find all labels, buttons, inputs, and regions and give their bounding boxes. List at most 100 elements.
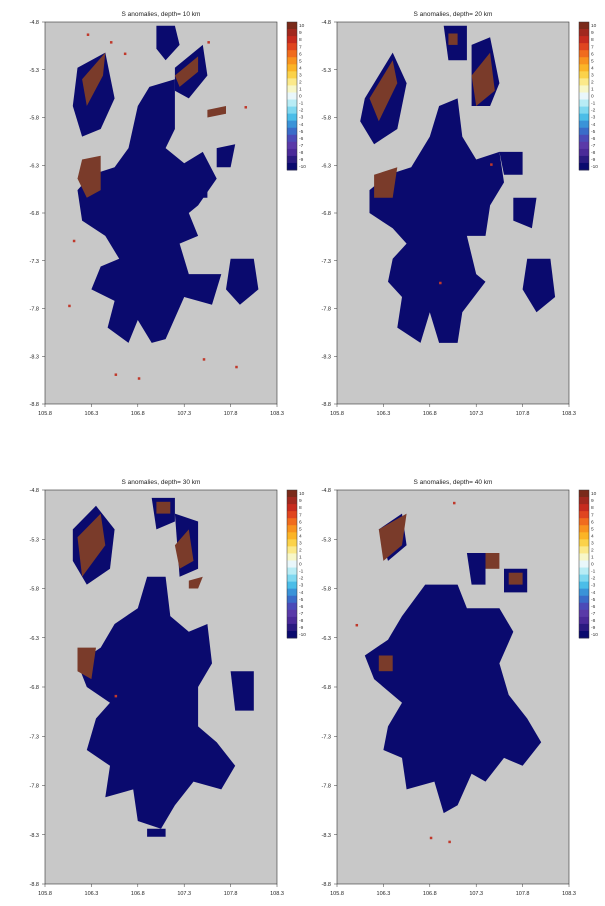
colorbar-swatch (579, 50, 589, 58)
colorbar-tick-label: -6 (591, 136, 596, 142)
colorbar-swatch (287, 525, 297, 533)
colorbar-tick-label: 8 (299, 37, 302, 43)
positive-cell-10 (235, 365, 238, 369)
colorbar-tick-label: 0 (591, 94, 594, 100)
y-tick-label: -4.8 (322, 488, 331, 494)
colorbar-tick-label: 0 (299, 94, 302, 100)
colorbar-tick-label: 3 (299, 540, 302, 546)
colorbar-swatch (579, 574, 589, 583)
colorbar-swatch (579, 595, 589, 604)
y-tick-label: -5.8 (322, 587, 331, 593)
negative-anomaly-region-5 (230, 671, 254, 711)
y-tick-label: -7.8 (322, 784, 331, 790)
y-tick-label: -6.8 (30, 211, 39, 217)
heatmap-panel-1: S anomalies, depth= 10 km -4.8 -5.3 -5.8 -6.… (30, 11, 307, 417)
colorbar-tick-label: 5 (299, 58, 302, 64)
colorbar-swatch (579, 518, 589, 526)
colorbar-swatch (579, 71, 589, 79)
x-tick-label: 105.8 (330, 411, 344, 417)
colorbar-swatch (287, 609, 297, 618)
positive-anomaly-region-6 (485, 553, 500, 569)
colorbar-swatch (579, 588, 589, 597)
colorbar-tick-label: -4 (299, 122, 304, 128)
colorbar-swatch (579, 134, 589, 143)
colorbar-frame (578, 21, 590, 171)
positive-anomaly-region-8 (374, 167, 398, 198)
colorbar-tick-label: 6 (299, 51, 302, 57)
colorbar-tick-label: 4 (299, 533, 302, 539)
colorbar-swatch (579, 141, 589, 150)
colorbar-tick-label: -1 (299, 101, 304, 107)
y-tick-label: -7.3 (322, 259, 331, 265)
negative-anomaly-region-7 (188, 174, 208, 198)
y-tick-label: -5.8 (30, 116, 39, 122)
positive-cell-6 (72, 239, 76, 243)
colorbar-tick-label: -3 (299, 115, 304, 121)
colorbar-swatch (287, 50, 297, 58)
y-tick-label: -7.3 (30, 734, 39, 740)
positive-anomaly-region-10 (174, 56, 199, 87)
colorbar-swatch (579, 106, 589, 115)
colorbar-tick-label: 4 (591, 533, 594, 539)
colorbar-swatch (579, 57, 589, 65)
negative-anomaly-region-6 (147, 828, 166, 837)
colorbar-swatch (287, 602, 297, 611)
x-tick-label: 106.3 (85, 891, 99, 897)
x-tick-label: 105.8 (38, 411, 52, 417)
colorbar-swatch (287, 99, 297, 107)
y-tick-label: -8.8 (322, 402, 331, 408)
colorbar-tick-label: 7 (591, 512, 594, 518)
y-tick-label: -8.8 (30, 882, 39, 888)
colorbar-tick-label: -6 (299, 604, 304, 610)
x-tick-label: 107.8 (516, 411, 530, 417)
colorbar-tick-label: -1 (299, 569, 304, 575)
colorbar-tick-label: 3 (591, 540, 594, 546)
colorbar-tick-label: -4 (591, 590, 596, 596)
x-tick-label: 106.3 (85, 411, 99, 417)
colorbar-swatch (287, 560, 297, 568)
positive-anomaly-region-10 (471, 52, 495, 106)
colorbar-tick-label: 1 (299, 555, 302, 561)
y-tick-label: -8.3 (322, 354, 331, 360)
colorbar-swatch (579, 539, 589, 547)
colorbar-tick-label: 10 (591, 23, 597, 29)
x-tick-label: 107.3 (177, 891, 191, 897)
colorbar-tick-label: 0 (591, 562, 594, 568)
negative-anomaly-region-5 (499, 151, 523, 175)
colorbar-swatch (579, 609, 589, 618)
colorbar-tick-label: -10 (591, 632, 598, 638)
positive-anomaly-region-7 (508, 572, 523, 585)
y-tick-label: -8.8 (30, 402, 39, 408)
colorbar-tick-label: -8 (591, 150, 596, 156)
colorbar-swatch (579, 85, 589, 93)
colorbar-tick-label: 8 (299, 505, 302, 511)
y-tick-label: -4.8 (30, 20, 39, 26)
x-tick-label: 106.8 (423, 891, 437, 897)
y-tick-label: -8.8 (322, 882, 331, 888)
colorbar-swatch (287, 78, 297, 86)
colorbar-tick-label: 9 (591, 30, 594, 36)
colorbar-tick-label: 0 (299, 562, 302, 568)
colorbar-tick-label: -9 (299, 157, 304, 163)
x-tick-label: 106.8 (131, 891, 145, 897)
colorbar-tick-label: -8 (591, 618, 596, 624)
positive-anomaly-region-10 (156, 501, 171, 514)
colorbar-frame (286, 489, 298, 639)
colorbar-swatch (579, 532, 589, 540)
negative-anomaly-region-6 (522, 258, 556, 313)
x-tick-label: 107.3 (469, 891, 483, 897)
colorbar-swatch (287, 630, 297, 639)
positive-cell-1 (490, 163, 493, 166)
colorbar-swatch (287, 588, 297, 597)
positive-anomaly-region-9 (174, 529, 194, 569)
colorbar-swatch (287, 553, 297, 561)
colorbar-tick-label: 2 (299, 548, 302, 554)
colorbar-tick-label: 8 (591, 505, 594, 511)
colorbar-tick-label: -1 (591, 101, 596, 107)
y-tick-label: -8.3 (322, 833, 331, 839)
colorbar-tick-label: 9 (299, 498, 302, 504)
colorbar-tick-label: -4 (591, 122, 596, 128)
negative-anomaly-region-2 (72, 52, 115, 137)
